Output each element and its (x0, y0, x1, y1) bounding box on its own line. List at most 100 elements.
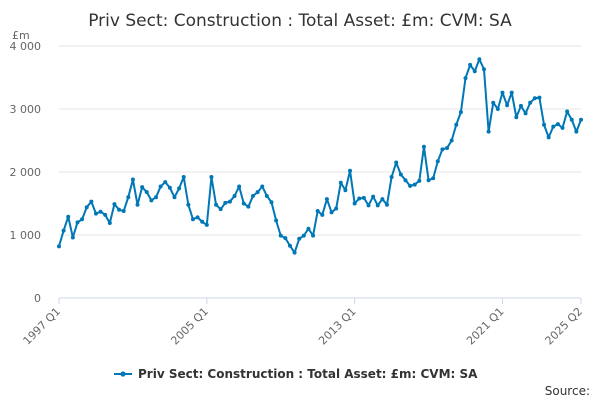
data-point[interactable] (292, 250, 297, 255)
data-point[interactable] (149, 198, 154, 203)
data-point[interactable] (130, 177, 135, 182)
data-point[interactable] (269, 200, 274, 205)
data-point[interactable] (338, 180, 343, 185)
data-point[interactable] (579, 117, 583, 122)
data-point[interactable] (509, 90, 514, 95)
data-point[interactable] (70, 235, 75, 240)
data-point[interactable] (421, 144, 426, 149)
data-point[interactable] (167, 185, 172, 190)
data-point[interactable] (412, 182, 417, 187)
data-point[interactable] (574, 129, 579, 134)
legend[interactable]: Priv Sect: Construction : Total Asset: £… (114, 367, 478, 381)
data-point[interactable] (311, 233, 316, 238)
data-point[interactable] (218, 207, 223, 212)
data-point[interactable] (186, 202, 191, 207)
data-point[interactable] (301, 233, 306, 238)
data-point[interactable] (417, 178, 422, 183)
data-point[interactable] (98, 209, 103, 214)
data-point[interactable] (481, 67, 486, 72)
data-point[interactable] (84, 205, 89, 210)
data-point[interactable] (154, 195, 159, 200)
data-point[interactable] (384, 202, 389, 207)
data-point[interactable] (278, 233, 283, 238)
data-point[interactable] (518, 103, 523, 108)
data-point[interactable] (135, 202, 140, 207)
data-point[interactable] (287, 243, 292, 248)
data-point[interactable] (361, 195, 366, 200)
data-point[interactable] (57, 244, 61, 249)
data-point[interactable] (495, 107, 500, 111)
data-point[interactable] (80, 217, 85, 222)
data-point[interactable] (380, 197, 385, 202)
data-point[interactable] (237, 184, 242, 189)
data-point[interactable] (200, 219, 205, 224)
data-point[interactable] (458, 110, 463, 115)
data-point[interactable] (371, 194, 376, 199)
data-point[interactable] (528, 100, 533, 105)
data-point[interactable] (532, 96, 537, 101)
data-point[interactable] (107, 221, 112, 226)
data-point[interactable] (75, 220, 80, 225)
data-point[interactable] (394, 160, 399, 165)
data-point[interactable] (93, 211, 98, 216)
data-point[interactable] (551, 124, 556, 129)
data-point[interactable] (158, 184, 163, 189)
data-point[interactable] (144, 190, 149, 195)
data-point[interactable] (195, 215, 200, 220)
data-point[interactable] (408, 183, 413, 188)
data-point[interactable] (117, 207, 122, 212)
data-point[interactable] (472, 69, 477, 74)
data-point[interactable] (440, 147, 445, 152)
data-point[interactable] (232, 193, 237, 198)
data-point[interactable] (126, 195, 131, 200)
data-point[interactable] (177, 186, 182, 191)
data-point[interactable] (477, 57, 482, 62)
data-point[interactable] (320, 212, 325, 217)
data-point[interactable] (555, 122, 560, 127)
data-point[interactable] (260, 184, 265, 189)
data-point[interactable] (246, 204, 251, 209)
data-point[interactable] (500, 90, 505, 95)
data-point[interactable] (181, 175, 186, 180)
data-point[interactable] (283, 236, 288, 241)
data-point[interactable] (264, 193, 269, 198)
data-point[interactable] (343, 188, 348, 193)
data-point[interactable] (569, 117, 574, 122)
data-point[interactable] (505, 103, 510, 108)
data-point[interactable] (491, 100, 496, 105)
data-point[interactable] (306, 226, 311, 231)
data-point[interactable] (297, 236, 302, 241)
data-point[interactable] (486, 129, 491, 134)
data-point[interactable] (329, 210, 334, 215)
data-point[interactable] (223, 200, 228, 205)
data-point[interactable] (445, 146, 450, 151)
data-point[interactable] (214, 202, 219, 207)
data-point[interactable] (449, 138, 454, 143)
data-point[interactable] (560, 125, 565, 130)
data-point[interactable] (255, 190, 260, 195)
data-point[interactable] (227, 199, 232, 204)
data-point[interactable] (334, 206, 339, 211)
data-point[interactable] (366, 203, 371, 208)
data-point[interactable] (140, 185, 145, 190)
data-point[interactable] (112, 202, 117, 207)
data-point[interactable] (121, 209, 126, 214)
data-point[interactable] (375, 203, 380, 208)
data-point[interactable] (435, 159, 440, 164)
data-point[interactable] (89, 199, 94, 204)
data-point[interactable] (103, 212, 108, 217)
data-point[interactable] (463, 76, 468, 81)
data-point[interactable] (403, 178, 408, 183)
data-point[interactable] (357, 196, 362, 201)
data-point[interactable] (251, 193, 256, 198)
data-point[interactable] (514, 115, 519, 120)
data-point[interactable] (190, 217, 195, 222)
data-point[interactable] (163, 180, 168, 185)
data-point[interactable] (542, 122, 547, 127)
data-point[interactable] (389, 175, 394, 180)
data-point[interactable] (204, 222, 209, 227)
data-point[interactable] (209, 175, 214, 180)
data-point[interactable] (431, 176, 436, 181)
data-point[interactable] (565, 109, 570, 114)
data-point[interactable] (274, 218, 279, 223)
